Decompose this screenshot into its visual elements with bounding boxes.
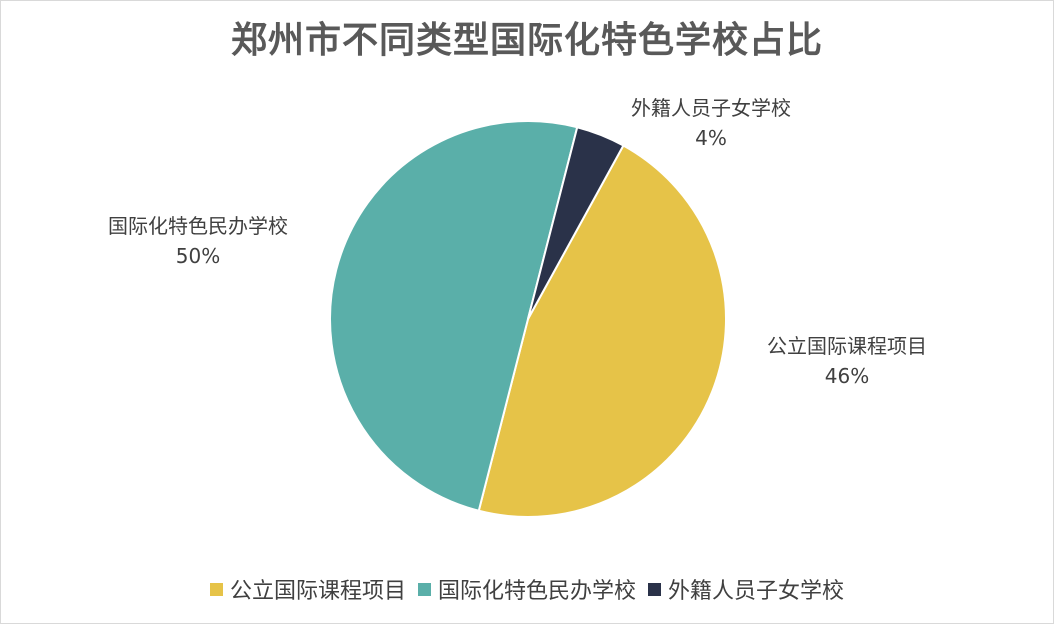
legend-label-public: 公立国际课程项目 [229,579,406,604]
chart-legend: 公立国际课程项目 国际化特色民办学校 外籍人员子女学校 [1,573,1053,605]
legend-label-private: 国际化特色民办学校 [437,579,636,604]
pie-slice-private [329,120,579,512]
legend-item-private: 国际化特色民办学校 [417,573,636,605]
slice-value-private: 50% [176,244,220,268]
slice-label-public: 公立国际课程项目 [767,334,927,358]
pie-slice-public [477,144,727,518]
slice-value-public: 46% [825,364,869,388]
legend-item-foreign: 外籍人员子女学校 [648,573,844,605]
pie-chart: 公立国际课程项目 46% 国际化特色民办学校 50% 外籍人员子女学校 4% [108,96,927,518]
slice-value-foreign: 4% [695,126,727,150]
legend-label-foreign: 外籍人员子女学校 [668,579,845,604]
pie-slice-foreign [527,126,625,320]
chart-title: 郑州市不同类型国际化特色学校占比 [230,20,823,61]
legend-swatch-public [209,582,223,596]
slice-label-foreign: 外籍人员子女学校 [631,96,791,120]
legend-swatch-foreign [648,582,661,596]
slice-label-private: 国际化特色民办学校 [108,214,288,238]
legend-item-public: 公立国际课程项目 [209,573,406,605]
legend-swatch-private [417,582,431,596]
